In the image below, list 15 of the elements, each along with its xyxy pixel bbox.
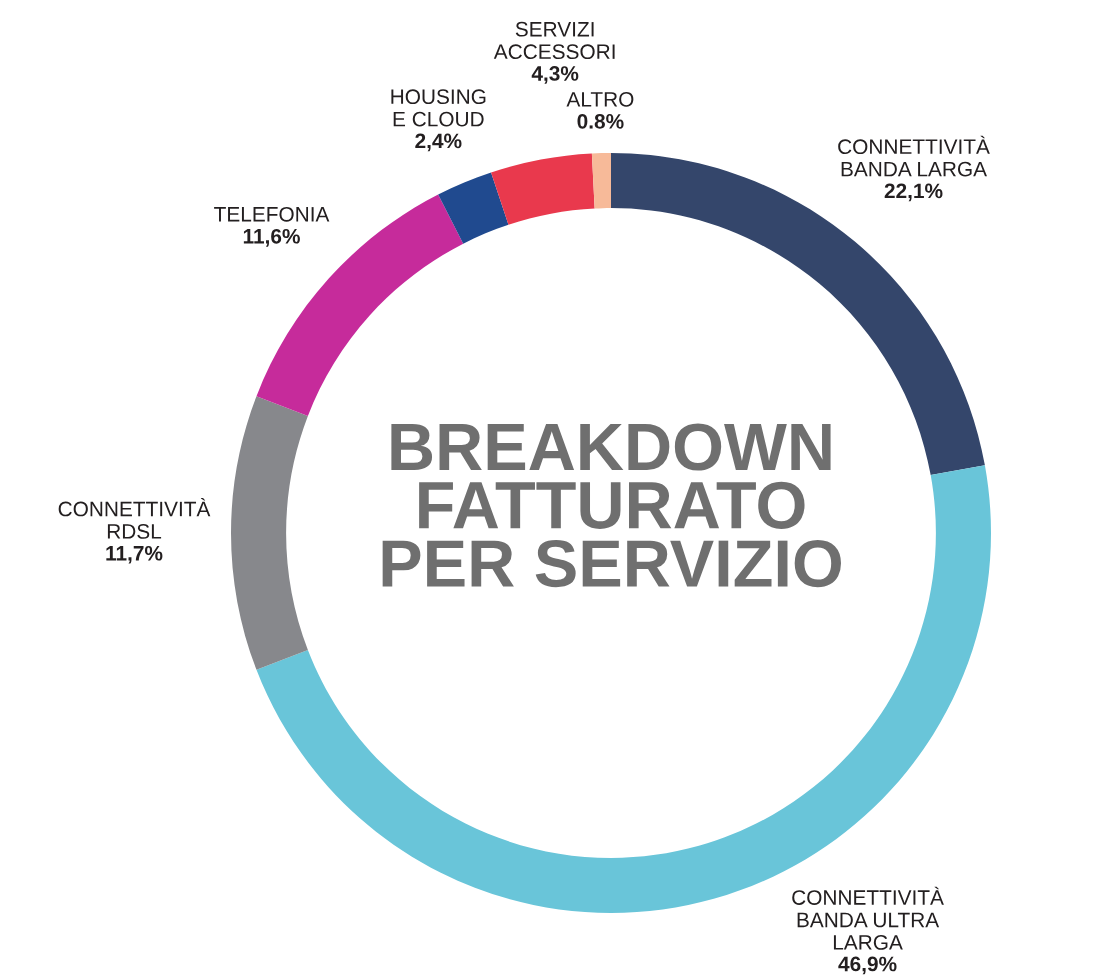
data-label: 4,3% [531, 66, 579, 84]
slice-label: CONNETTIVITÀ BANDA ULTRA LARGA [792, 886, 944, 950]
data-label: 2,4% [415, 133, 462, 152]
slice-label: ALTRO [566, 91, 634, 107]
slice-label: CONNETTIVITÀ RDSL [58, 498, 211, 539]
data-label: 22,1% [884, 183, 943, 202]
data-label: 0.8% [577, 113, 624, 129]
slice-label: TELEFONIA [214, 206, 330, 222]
text: BREAKDOWN FATTURATO PER SERVIZIO [382, 423, 841, 588]
data-label: 11,7% [106, 545, 163, 564]
data-label: 46,9% [838, 956, 897, 975]
data-label: 11,6% [243, 228, 300, 247]
slice-label: CONNETTIVITÀ BANDA LARGA [838, 135, 990, 177]
slice-label: SERVIZI ACCESSORI [493, 21, 615, 60]
slice-label: HOUSING E CLOUD [391, 89, 486, 127]
